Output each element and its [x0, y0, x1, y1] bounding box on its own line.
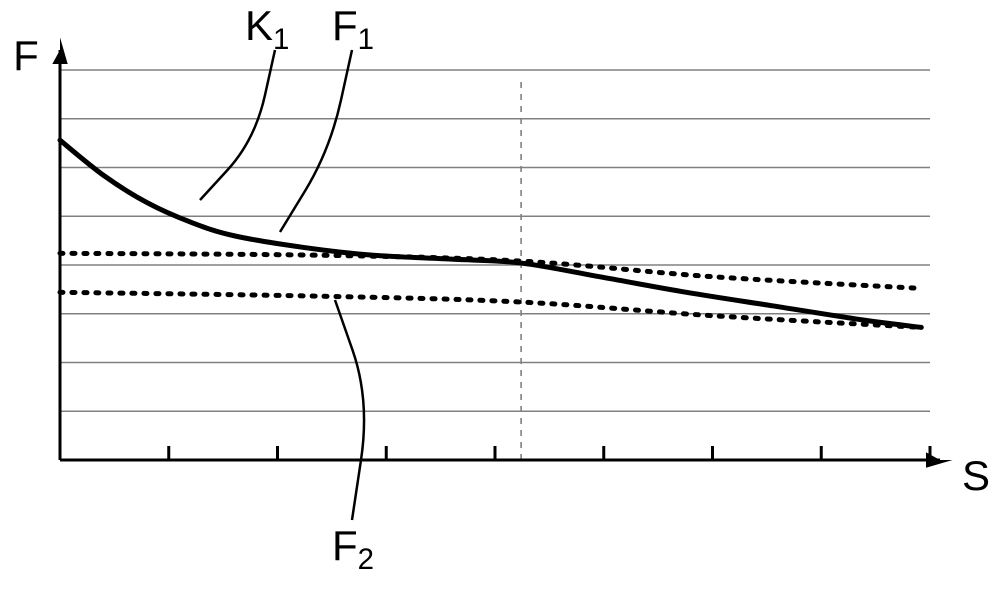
- chart-background: [0, 0, 1000, 593]
- chart-svg: FSK1F1F2: [0, 0, 1000, 593]
- x-axis-label: S: [962, 452, 990, 499]
- chart-container: FSK1F1F2: [0, 0, 1000, 593]
- y-axis-label: F: [13, 32, 39, 79]
